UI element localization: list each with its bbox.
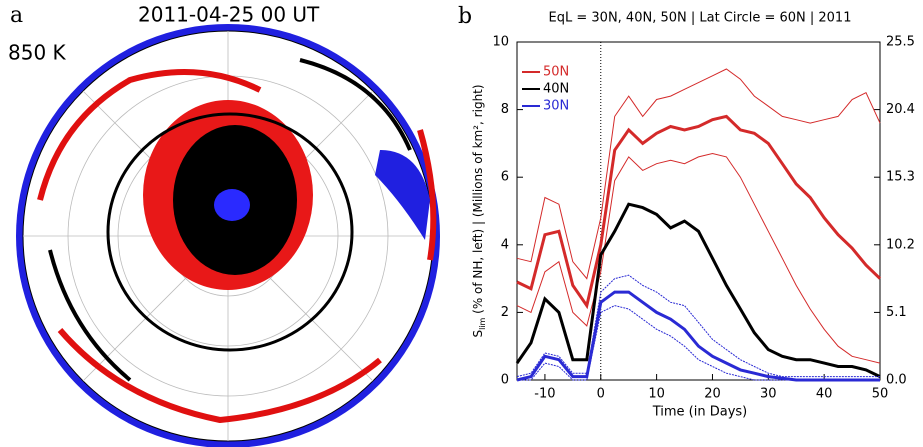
y-axis-label-s: S [471, 330, 485, 338]
map-blue-core [214, 189, 250, 221]
y2-tick-label: 25.5 [886, 35, 915, 50]
line-chart: b EqL = 30N, 40N, 50N | Lat Circle = 60N… [458, 4, 915, 420]
y-tick-label: 6 [501, 170, 509, 185]
map-panel: a 2011-04-25 00 UT 850 K [8, 3, 440, 447]
map-filaments [48, 58, 412, 382]
chart-title: EqL = 30N, 40N, 50N | Lat Circle = 60N |… [549, 11, 852, 26]
bound-line [516, 152, 881, 364]
map-blue-patch [375, 150, 430, 240]
x-tick-label: 30 [760, 387, 777, 402]
y2-tick-label: 5.1 [886, 305, 907, 320]
x-tick-label: -10 [534, 387, 555, 402]
map-lat-circle [106, 112, 354, 352]
x-tick-label: 40 [816, 387, 833, 402]
x-axis-label: Time (in Days) [652, 405, 748, 420]
legend-label: 40N [543, 82, 569, 97]
y-tick-label: 0 [501, 373, 509, 388]
panel-label: a [10, 3, 23, 28]
series-line [516, 114, 882, 310]
y2-tick-label: 20.4 [886, 102, 915, 117]
x-tick-label: 10 [648, 387, 665, 402]
bound-line [516, 274, 880, 378]
bound-line [516, 68, 881, 280]
y-tick-label: 2 [501, 305, 509, 320]
y-tick-label: 8 [501, 102, 509, 117]
x-tick-label: 20 [704, 387, 721, 402]
map-title: 2011-04-25 00 UT [138, 3, 320, 27]
legend-label: 30N [543, 99, 569, 114]
legend-label: 50N [543, 65, 569, 80]
x-tick-label: 50 [872, 387, 889, 402]
bound-line [517, 305, 880, 381]
y-axis-label: Slim (% of NH, left) | (Millions of km²,… [471, 84, 487, 337]
y-axis-label-rest: (% of NH, left) | (Millions of km², righ… [471, 84, 485, 317]
series-line [515, 202, 881, 378]
panel-label: b [458, 4, 472, 29]
map-level: 850 K [8, 41, 67, 65]
map-filaments [37, 69, 437, 424]
y-tick-label: 10 [492, 35, 509, 50]
plot-frame [516, 41, 881, 381]
y2-tick-label: 10.2 [886, 237, 915, 252]
x-tick-label: 0 [597, 387, 605, 402]
y2-tick-label: 15.3 [886, 170, 915, 185]
y-tick-label: 4 [501, 237, 509, 252]
y-axis-label-subscript: lim [478, 317, 487, 329]
y2-tick-label: 0.0 [886, 373, 907, 388]
series-line [516, 290, 880, 382]
